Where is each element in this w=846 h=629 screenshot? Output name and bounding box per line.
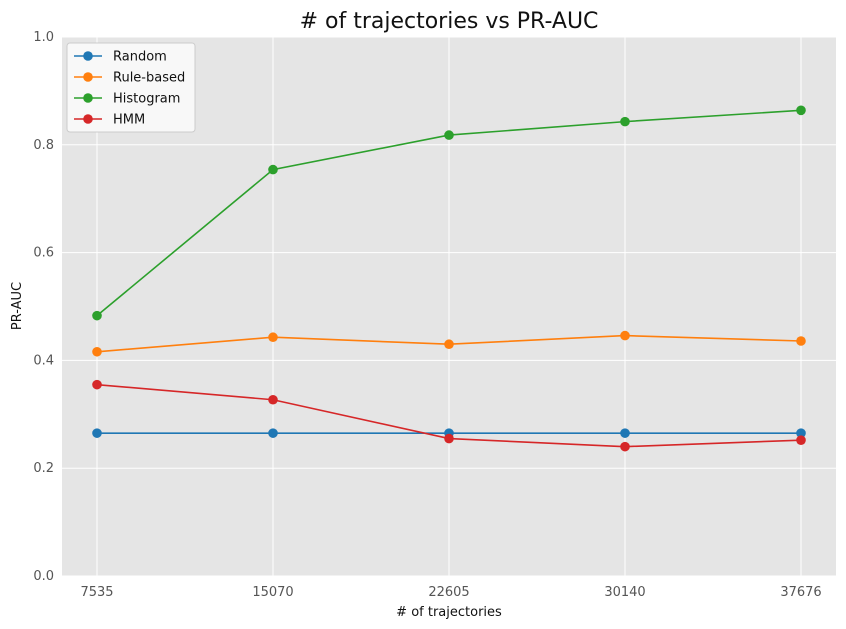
legend-swatch-marker [83,114,93,124]
data-point [92,379,102,390]
y-tick-label: 0.0 [33,569,54,584]
x-tick-labels: 7535 15070 22605 30140 37676 [80,585,821,600]
x-axis-label: # of trajectories [396,605,502,620]
legend-swatch-marker [83,93,93,103]
series-hmm [92,379,806,452]
data-point [444,339,454,350]
data-point [620,441,630,452]
legend: Random Rule-based Histogram HMM [66,42,196,133]
y-tick-labels: 0.0 0.2 0.4 0.6 0.8 1.0 [33,30,54,584]
legend-label: Histogram [113,92,180,107]
series-random [92,428,806,438]
legend-swatch-marker [83,72,93,82]
data-point [92,346,102,357]
data-point [796,336,806,346]
legend-label: HMM [113,113,145,128]
y-tick-label: 0.8 [33,138,54,153]
series-rule-based [92,330,806,357]
data-point [92,310,102,321]
x-tick-label: 7535 [80,585,113,600]
legend-entry: HMM [74,113,145,128]
data-point [444,433,454,444]
y-axis-label: PR-AUC [10,282,25,330]
legend-entry: Random [74,50,167,65]
data-point [268,394,278,405]
y-tick-label: 1.0 [33,30,54,45]
series-histogram [92,105,806,321]
legend-label: Random [113,50,167,65]
x-tick-label: 22605 [428,585,469,600]
data-point [796,428,806,438]
data-point [92,428,102,438]
grid-lines [62,36,836,577]
x-tick-label: 37676 [780,585,821,600]
legend-box [66,42,196,133]
data-point [796,435,806,445]
data-point [796,105,806,116]
data-point [268,428,278,438]
legend-entry: Rule-based [74,71,185,86]
data-point [444,130,454,140]
x-tick-label: 30140 [604,585,645,600]
y-tick-label: 0.4 [33,353,54,368]
data-point [620,116,630,127]
data-point [620,330,630,341]
legend-entry: Histogram [74,92,180,107]
legend-swatch-marker [83,51,93,61]
data-point [268,332,278,343]
legend-label: Rule-based [113,71,185,86]
chart-title: # of trajectories vs PR-AUC [300,9,599,34]
y-tick-label: 0.2 [33,461,54,476]
series-layer [92,105,806,452]
y-tick-label: 0.6 [33,246,54,261]
x-tick-label: 15070 [252,585,293,600]
data-point [620,428,630,438]
data-point [268,164,278,175]
